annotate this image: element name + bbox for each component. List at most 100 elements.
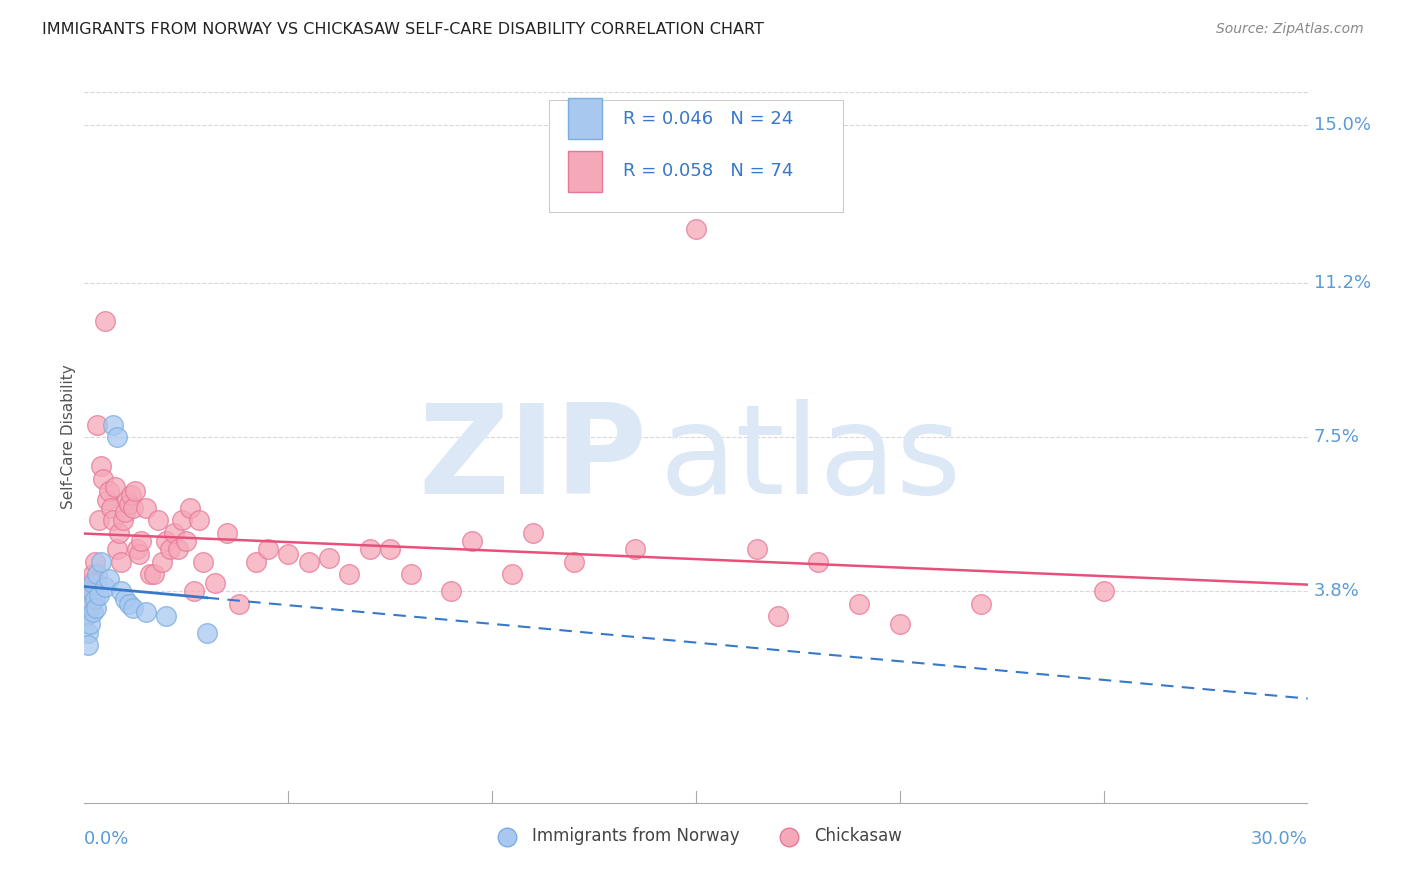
Text: 3.8%: 3.8%	[1313, 582, 1360, 600]
Point	[124, 484, 146, 499]
Point	[127, 542, 149, 557]
Point	[82, 575, 104, 590]
Point	[77, 575, 100, 590]
Point	[685, 222, 707, 236]
Text: R = 0.058   N = 74: R = 0.058 N = 74	[623, 162, 793, 180]
Point	[172, 513, 194, 527]
Point	[138, 567, 160, 582]
Point	[90, 555, 112, 569]
Point	[257, 542, 280, 557]
Point	[83, 592, 105, 607]
Point	[562, 555, 585, 569]
Point	[101, 417, 124, 432]
Point	[75, 597, 97, 611]
Point	[399, 567, 422, 582]
Point	[120, 488, 142, 502]
Point	[339, 567, 361, 582]
FancyBboxPatch shape	[568, 151, 602, 192]
Point	[889, 617, 911, 632]
Point	[155, 609, 177, 624]
Point	[114, 505, 136, 519]
Point	[502, 567, 524, 582]
Point	[359, 542, 381, 557]
Point	[766, 609, 789, 624]
Point	[522, 525, 544, 540]
Point	[150, 555, 173, 569]
Point	[110, 584, 132, 599]
Point	[100, 500, 122, 515]
Point	[135, 500, 157, 515]
Point	[77, 592, 100, 607]
Point	[191, 555, 214, 569]
Y-axis label: Self-Care Disability: Self-Care Disability	[60, 365, 76, 509]
Point	[142, 567, 165, 582]
Point	[90, 459, 112, 474]
Point	[110, 555, 132, 569]
Point	[187, 513, 209, 527]
Point	[86, 417, 108, 432]
Point	[1092, 584, 1115, 599]
Point	[195, 625, 218, 640]
Point	[97, 572, 120, 586]
Point	[970, 597, 993, 611]
Point	[77, 638, 100, 652]
Point	[115, 492, 138, 507]
Point	[135, 605, 157, 619]
Point	[624, 542, 647, 557]
Point	[87, 588, 110, 602]
Point	[128, 547, 150, 561]
Text: atlas: atlas	[659, 399, 962, 520]
Point	[122, 500, 145, 515]
Point	[183, 584, 205, 599]
Point	[104, 480, 127, 494]
Point	[76, 584, 98, 599]
Point	[146, 513, 169, 527]
Point	[76, 625, 98, 640]
Legend: Immigrants from Norway, Chickasaw: Immigrants from Norway, Chickasaw	[484, 821, 908, 852]
Text: 11.2%: 11.2%	[1313, 274, 1371, 292]
Point	[84, 575, 107, 590]
Point	[87, 513, 110, 527]
Point	[82, 567, 104, 582]
Point	[91, 472, 114, 486]
Point	[80, 584, 103, 599]
Point	[86, 567, 108, 582]
Point	[97, 484, 120, 499]
Point	[747, 542, 769, 557]
Point	[155, 534, 177, 549]
Text: Source: ZipAtlas.com: Source: ZipAtlas.com	[1216, 22, 1364, 37]
Text: 30.0%: 30.0%	[1251, 830, 1308, 848]
Point	[461, 534, 484, 549]
Point	[298, 555, 321, 569]
Point	[105, 542, 128, 557]
Point	[93, 580, 115, 594]
Point	[848, 597, 870, 611]
Point	[174, 534, 197, 549]
Point	[82, 605, 104, 619]
Point	[77, 597, 100, 611]
Point	[131, 534, 153, 549]
Point	[112, 513, 135, 527]
Point	[75, 609, 97, 624]
Text: 15.0%: 15.0%	[1313, 116, 1371, 134]
Point	[114, 592, 136, 607]
Point	[277, 547, 299, 561]
Point	[122, 600, 145, 615]
Point	[228, 597, 250, 611]
Point	[83, 555, 105, 569]
Point	[217, 525, 239, 540]
Point	[159, 542, 181, 557]
FancyBboxPatch shape	[550, 100, 842, 212]
Text: ZIP: ZIP	[419, 399, 647, 520]
Point	[101, 513, 124, 527]
Point	[118, 597, 141, 611]
Point	[105, 430, 128, 444]
Point	[380, 542, 402, 557]
Point	[84, 600, 107, 615]
Point	[440, 584, 463, 599]
Text: 0.0%: 0.0%	[84, 830, 129, 848]
Point	[82, 588, 104, 602]
Point	[79, 600, 101, 615]
Point	[108, 525, 131, 540]
Point	[167, 542, 190, 557]
